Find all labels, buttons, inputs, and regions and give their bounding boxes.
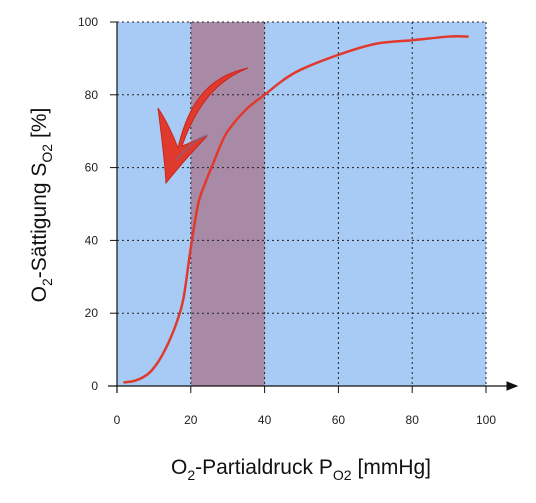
y-tick-label: 100 xyxy=(78,15,98,29)
x-tick-label: 80 xyxy=(406,413,420,427)
plot-background xyxy=(117,22,486,386)
y-tick-label: 20 xyxy=(85,306,99,320)
arrow-shadow-icon xyxy=(175,134,209,161)
x-tick-label: 60 xyxy=(332,413,346,427)
x-tick-label: 100 xyxy=(476,413,496,427)
y-axis-label: O2-Sättigung SO2[%] xyxy=(28,108,55,303)
y-tick-label: 40 xyxy=(85,233,99,247)
x-tick-label: 0 xyxy=(114,413,121,427)
highlight-region xyxy=(190,22,265,386)
y-tick-label: 80 xyxy=(85,88,99,102)
saturation-curve xyxy=(123,35,469,384)
x-tick-label: 40 xyxy=(258,413,272,427)
x-tick-label: 20 xyxy=(184,413,198,427)
y-tick-label: 60 xyxy=(85,161,99,175)
x-axis-label: O2-Partialdruck PO2 [mmHg] xyxy=(171,456,431,483)
y-tick-label: 0 xyxy=(91,379,98,393)
tick-labels: 0 20 40 60 80 100 0 20 40 60 80 100 xyxy=(78,15,496,427)
